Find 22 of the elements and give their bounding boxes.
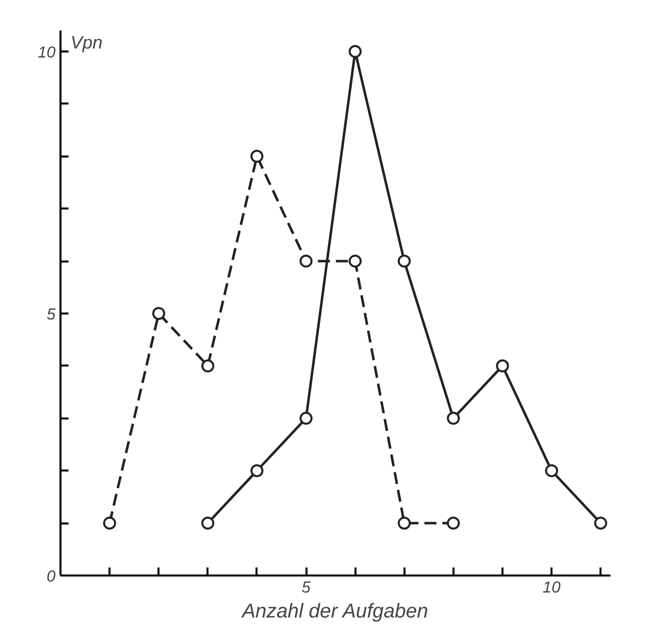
point — [446, 516, 460, 530]
y-tick-label: 5 — [46, 306, 56, 324]
point — [348, 254, 362, 268]
point — [496, 359, 509, 372]
point — [545, 464, 558, 478]
point — [446, 412, 460, 425]
point — [152, 306, 166, 320]
point — [201, 516, 214, 530]
point — [103, 516, 116, 530]
point — [398, 516, 411, 530]
y-tick-label: 0 — [46, 568, 56, 586]
x-axis-title: Anzahl der Aufgaben — [241, 600, 428, 622]
point — [348, 44, 362, 58]
point — [594, 516, 608, 530]
point — [250, 150, 264, 163]
y-tick-label: 10 — [38, 44, 56, 62]
point — [250, 464, 264, 478]
point — [201, 359, 214, 372]
point — [398, 254, 411, 268]
point — [300, 254, 313, 268]
point — [300, 412, 313, 425]
y-axis-title: Vpn — [70, 32, 103, 52]
